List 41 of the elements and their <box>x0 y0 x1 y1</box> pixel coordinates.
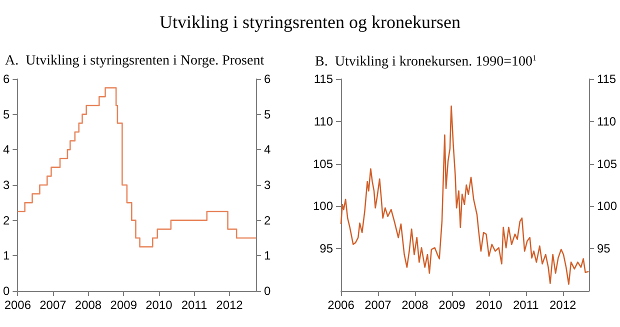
x-tick-label: 2008 <box>74 298 102 312</box>
x-tick-label: 2006 <box>4 298 32 312</box>
chart-subtitle: A. Utvikling i styringsrenten i Norge. Prosent <box>5 54 264 68</box>
y2-tick-label: 1 <box>264 248 271 263</box>
x-tick-label: 2007 <box>40 298 67 312</box>
x-tick-label: 2011 <box>512 298 540 312</box>
y-tick-label: 0 <box>2 284 10 298</box>
y-tick-label: 4 <box>2 142 10 157</box>
y2-tick-label: 5 <box>264 107 271 122</box>
y-tick-label: 105 <box>312 156 334 171</box>
x-tick-label: 2010 <box>476 298 503 312</box>
y-tick-label: 115 <box>314 72 334 86</box>
x-tick-label: 2011 <box>181 298 208 312</box>
y2-tick-label: 3 <box>264 178 271 192</box>
x-tick-label: 2009 <box>438 298 466 312</box>
y-tick-label: 1 <box>2 248 10 263</box>
y2-tick-label: 100 <box>596 199 618 214</box>
y2-tick-label: 0 <box>264 284 271 298</box>
y-tick-label: 2 <box>2 213 10 228</box>
text: Utvikling i styringsrenten og kronekursen <box>158 11 462 34</box>
y2-tick-label: 115 <box>596 72 616 86</box>
x-tick-label: 2008 <box>402 298 429 312</box>
x-tick-label: 2006 <box>328 298 355 312</box>
y2-tick-label: 6 <box>264 72 271 86</box>
y-tick-label: 95 <box>320 242 334 256</box>
y2-tick-label: 105 <box>596 156 618 171</box>
y-tick-label: 100 <box>312 199 334 214</box>
line-series <box>340 105 590 285</box>
y-tick-label: 110 <box>314 114 334 128</box>
y-tick-label: 3 <box>2 178 10 192</box>
x-tick-label: 2009 <box>110 298 138 312</box>
x-tick-label: 2012 <box>216 298 244 312</box>
x-tick-label: 2012 <box>550 298 577 312</box>
y-tick-label: 6 <box>2 72 10 86</box>
y2-tick-label: 4 <box>264 142 271 157</box>
x-tick-label: 2010 <box>146 298 173 312</box>
y2-tick-label: 2 <box>264 213 271 228</box>
y2-tick-label: 110 <box>596 114 616 128</box>
y2-tick-label: 95 <box>596 242 611 256</box>
y-tick-label: 5 <box>2 107 10 122</box>
x-tick-label: 2007 <box>364 298 392 312</box>
